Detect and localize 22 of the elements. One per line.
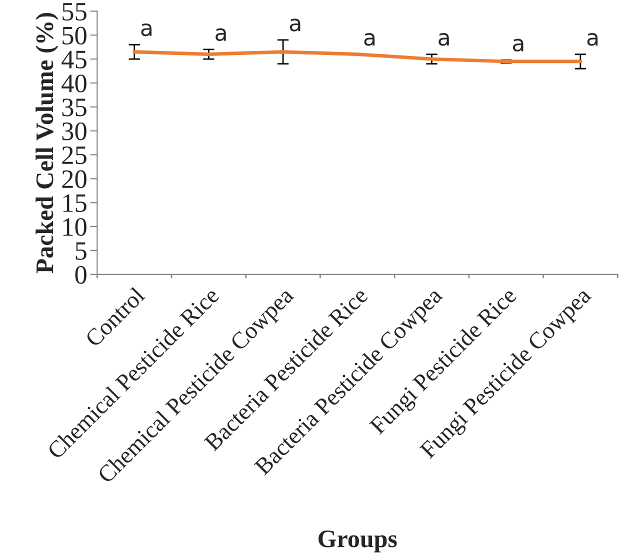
y-tick-label: 5 [76,242,86,260]
y-tick-label: 35 [62,98,86,116]
annotation: a [512,38,524,52]
y-tick-label: 40 [62,74,86,92]
y-tick-label: 55 [62,3,86,21]
annotation: a [364,33,375,46]
y-tick-label: 25 [62,146,86,164]
y-tick-label: 20 [62,170,86,188]
line-series [132,50,582,64]
annotation: a [141,23,152,36]
y-tick-label: 50 [62,26,86,45]
y-tick-label: 30 [62,122,86,140]
annotation: a [290,18,300,32]
y-tick-label: 15 [63,194,86,212]
annotation: a [438,33,449,46]
y-tick-label: 10 [63,218,86,236]
annotation: a [216,28,226,42]
x-axis-title: Groups [318,530,397,552]
annotation: a [587,33,598,46]
y-axis-title: Packed Cell Volume (%) [36,12,58,274]
y-tick-label: 45 [62,50,86,68]
y-tick-label: 0 [75,266,86,284]
